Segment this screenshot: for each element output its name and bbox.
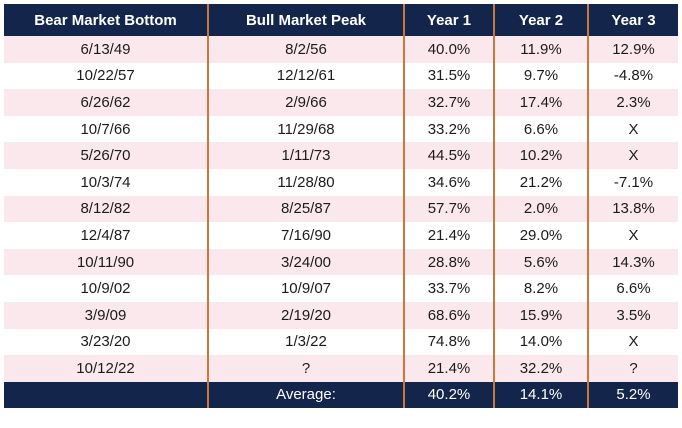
bull-peak-cell: 1/11/73 [207,142,404,169]
year-3-cell: X [587,222,678,249]
year-1-cell: 74.8% [403,328,494,356]
bear-bottom-cell: 10/3/74 [4,168,208,196]
bear-bottom-cell: 3/23/20 [4,328,208,356]
average-label: Average: [207,381,404,408]
year-3-cell: 14.3% [587,248,678,276]
table-row: 10/11/90 3/24/00 28.8% 5.6% 14.3% [4,248,678,276]
bear-bottom-cell: 10/12/22 [4,355,208,382]
year-2-cell: 6.6% [493,115,588,143]
year-1-cell: 34.6% [403,168,494,196]
year-2-cell: 15.9% [493,301,588,329]
year-3-cell: -4.8% [587,62,678,90]
table-row: 10/3/74 11/28/80 34.6% 21.2% -7.1% [4,168,678,196]
bear-bottom-cell: 12/4/87 [4,222,208,249]
year-2-cell: 32.2% [493,355,588,382]
bull-peak-cell: 8/2/56 [207,36,404,63]
bear-bottom-cell: 3/9/09 [4,301,208,329]
average-year-1: 40.2% [403,381,494,408]
average-row: Average: 40.2% 14.1% 5.2% [4,381,678,408]
table-row: 5/26/70 1/11/73 44.5% 10.2% X [4,142,678,169]
year-2-cell: 8.2% [493,275,588,302]
header-row: Bear Market Bottom Bull Market Peak Year… [4,4,678,36]
bull-peak-cell: 11/28/80 [207,168,404,196]
table-row: 6/13/49 8/2/56 40.0% 11.9% 12.9% [4,36,678,63]
header-bull-market-peak: Bull Market Peak [207,4,404,36]
year-1-cell: 40.0% [403,36,494,63]
header-bear-market-bottom: Bear Market Bottom [4,4,208,36]
bear-bull-market-table: Bear Market Bottom Bull Market Peak Year… [4,4,678,408]
table-row: 3/9/09 2/19/20 68.6% 15.9% 3.5% [4,301,678,329]
bull-peak-cell: 12/12/61 [207,62,404,90]
table-row: 12/4/87 7/16/90 21.4% 29.0% X [4,222,678,249]
bull-peak-cell: 2/9/66 [207,89,404,116]
year-3-cell: 13.8% [587,195,678,223]
bear-bottom-cell: 10/9/02 [4,275,208,302]
year-2-cell: 5.6% [493,248,588,276]
year-1-cell: 68.6% [403,301,494,329]
year-2-cell: 2.0% [493,195,588,223]
year-3-cell: 3.5% [587,301,678,329]
year-2-cell: 10.2% [493,142,588,169]
table-row: 8/12/82 8/25/87 57.7% 2.0% 13.8% [4,195,678,223]
bull-peak-cell: 2/19/20 [207,301,404,329]
bear-bottom-cell: 6/26/62 [4,89,208,116]
bear-bottom-cell: 6/13/49 [4,36,208,63]
header-year-1: Year 1 [403,4,494,36]
bull-peak-cell: ? [207,355,404,382]
year-1-cell: 33.2% [403,115,494,143]
year-1-cell: 33.7% [403,275,494,302]
year-3-cell: 6.6% [587,275,678,302]
year-3-cell: X [587,115,678,143]
table-row: 10/9/02 10/9/07 33.7% 8.2% 6.6% [4,275,678,302]
header-year-2: Year 2 [493,4,588,36]
year-1-cell: 21.4% [403,355,494,382]
header-year-3: Year 3 [587,4,678,36]
bull-peak-cell: 7/16/90 [207,222,404,249]
bull-peak-cell: 1/3/22 [207,328,404,356]
table-row: 3/23/20 1/3/22 74.8% 14.0% X [4,328,678,356]
table-row: 10/22/57 12/12/61 31.5% 9.7% -4.8% [4,62,678,90]
year-3-cell: ? [587,355,678,382]
year-2-cell: 29.0% [493,222,588,249]
year-3-cell: X [587,328,678,356]
bear-bottom-cell: 5/26/70 [4,142,208,169]
bull-peak-cell: 10/9/07 [207,275,404,302]
bear-bottom-cell: 10/22/57 [4,62,208,90]
table-row: 6/26/62 2/9/66 32.7% 17.4% 2.3% [4,89,678,116]
average-year-3: 5.2% [587,381,678,408]
bear-bottom-cell: 8/12/82 [4,195,208,223]
bull-peak-cell: 3/24/00 [207,248,404,276]
year-1-cell: 21.4% [403,222,494,249]
year-3-cell: -7.1% [587,168,678,196]
average-year-2: 14.1% [493,381,588,408]
table-row: 10/7/66 11/29/68 33.2% 6.6% X [4,115,678,143]
year-1-cell: 57.7% [403,195,494,223]
year-3-cell: X [587,142,678,169]
table-body: 6/13/49 8/2/56 40.0% 11.9% 12.9% 10/22/57 12/1… [4,36,678,382]
year-3-cell: 2.3% [587,89,678,116]
table-row: 10/12/22? 21.4% 32.2%? [4,355,678,382]
year-2-cell: 17.4% [493,89,588,116]
year-1-cell: 28.8% [403,248,494,276]
year-3-cell: 12.9% [587,36,678,63]
year-2-cell: 11.9% [493,36,588,63]
market-table-container: Bear Market Bottom Bull Market Peak Year… [4,4,678,408]
bear-bottom-cell: 10/7/66 [4,115,208,143]
year-2-cell: 14.0% [493,328,588,356]
year-1-cell: 31.5% [403,62,494,90]
bull-peak-cell: 11/29/68 [207,115,404,143]
year-2-cell: 21.2% [493,168,588,196]
bull-peak-cell: 8/25/87 [207,195,404,223]
bear-bottom-cell: 10/11/90 [4,248,208,276]
average-empty-cell [4,381,208,408]
year-2-cell: 9.7% [493,62,588,90]
year-1-cell: 32.7% [403,89,494,116]
year-1-cell: 44.5% [403,142,494,169]
